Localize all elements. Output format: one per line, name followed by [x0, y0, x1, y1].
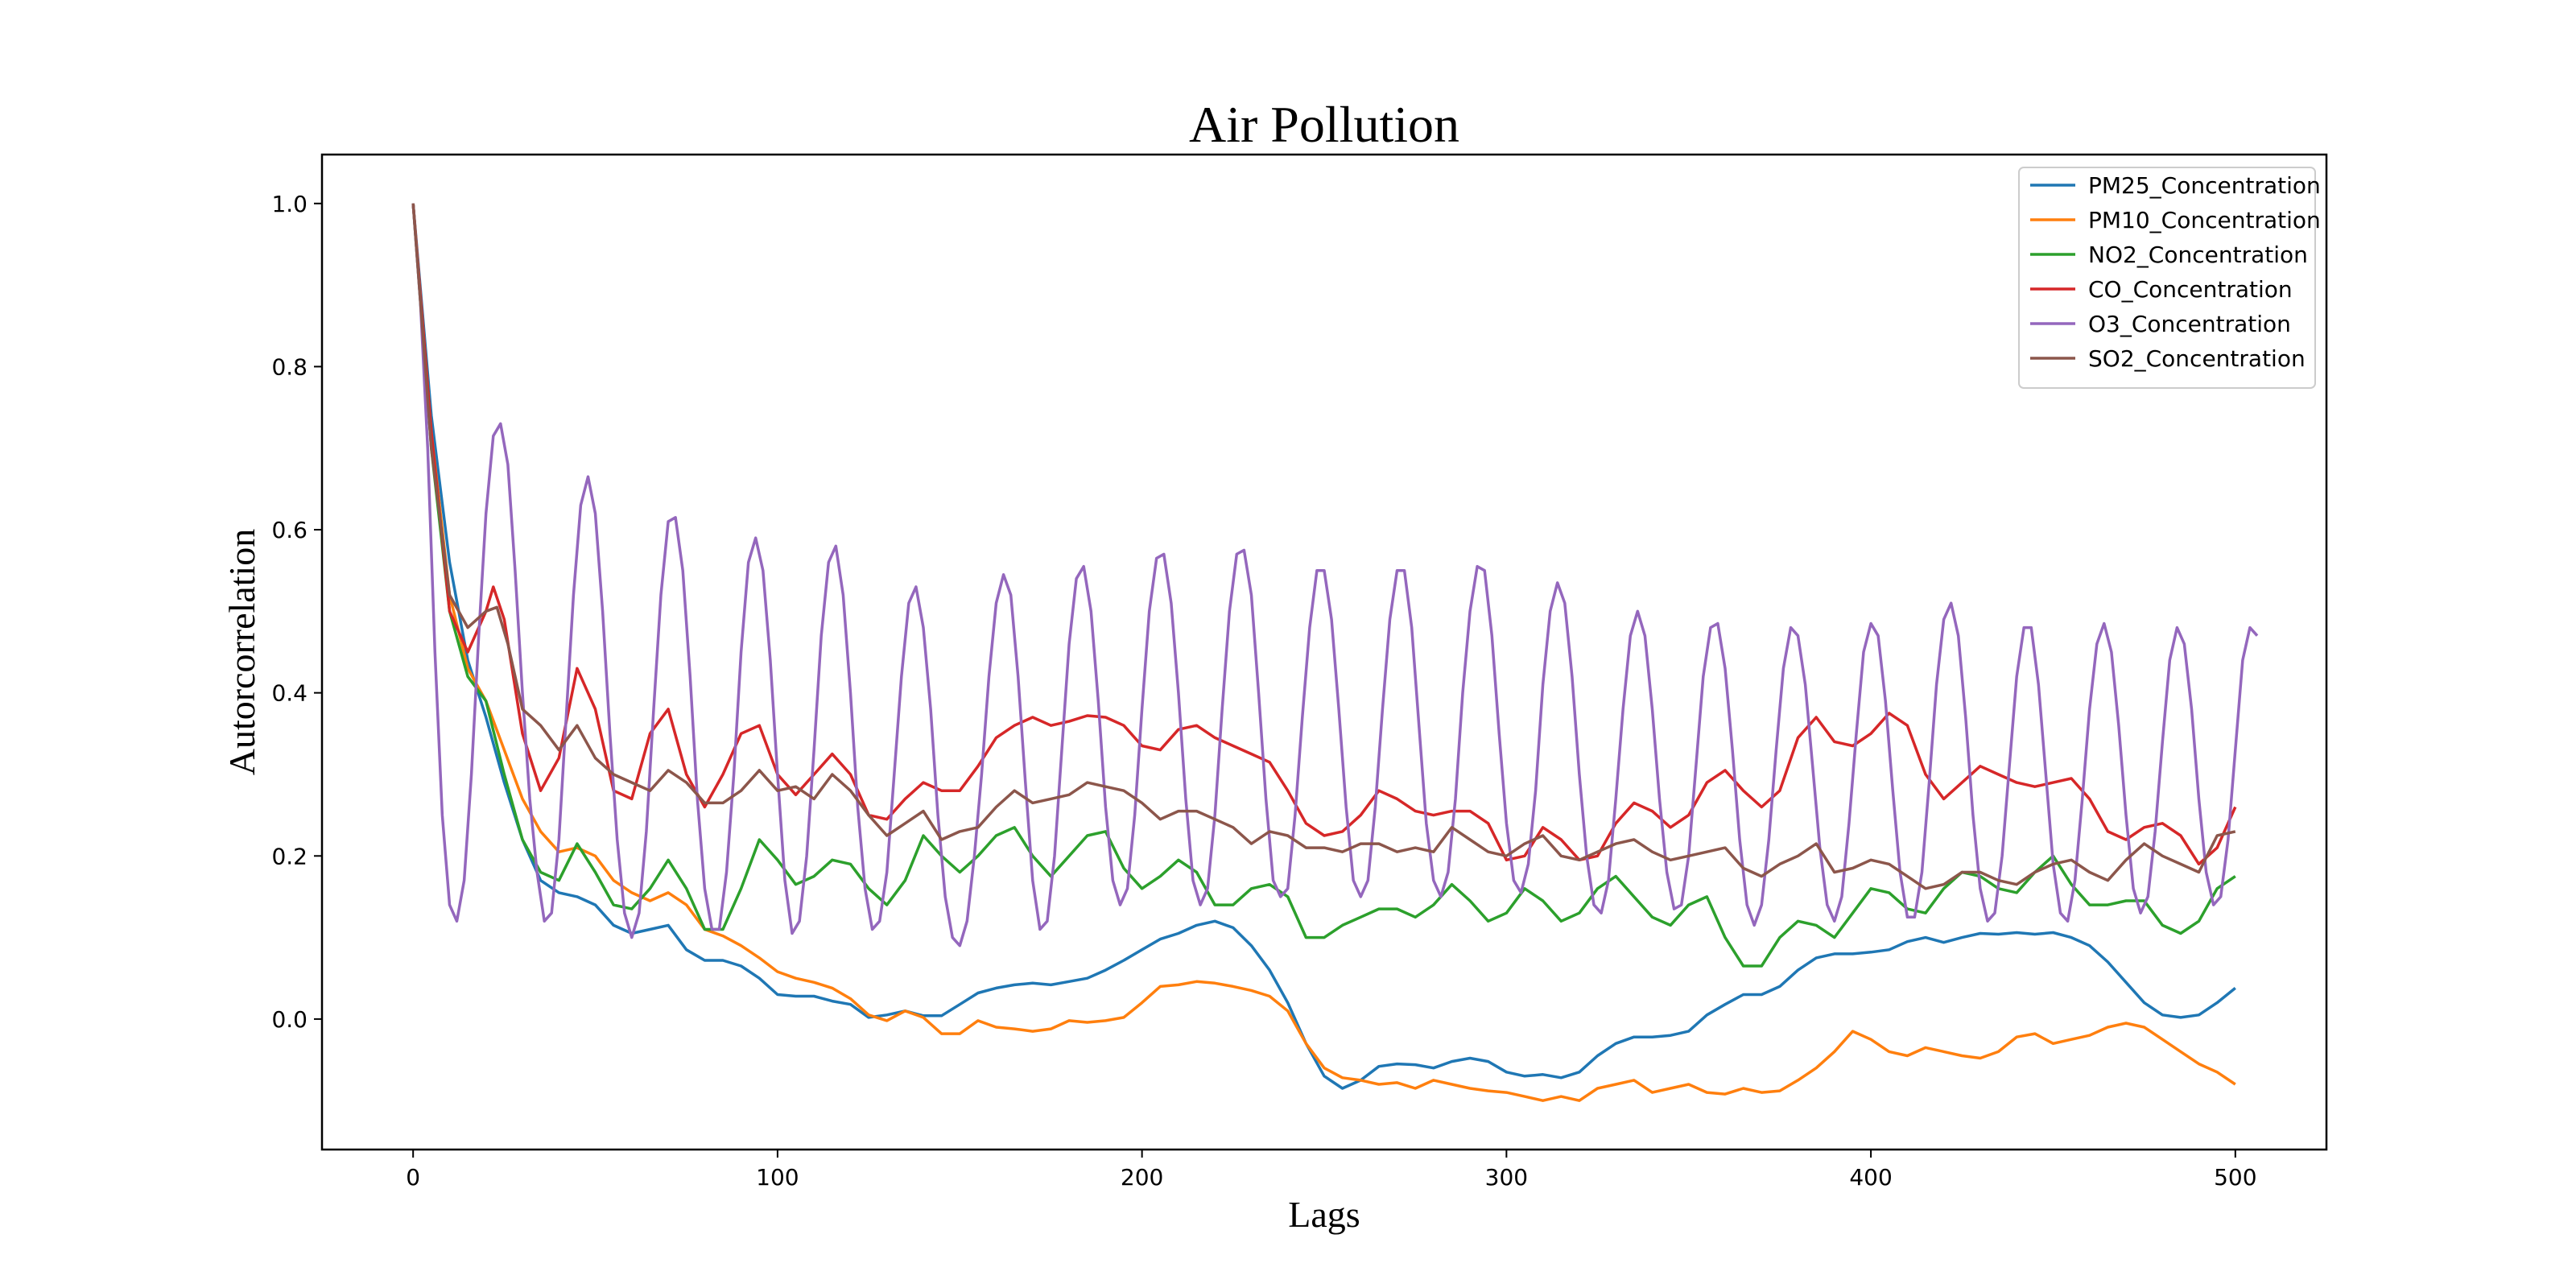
y-axis-label: Autorcorrelation — [221, 529, 262, 776]
series-line-pm10-concentration — [411, 203, 2236, 1102]
series-lines — [411, 203, 2259, 1102]
series-line-pm25-concentration — [411, 203, 2236, 1090]
y-tick-label: 0.4 — [271, 680, 308, 707]
legend-box — [2018, 167, 2316, 389]
y-tick-label: 1.0 — [271, 191, 308, 217]
series-line-o3-concentration — [411, 203, 2259, 947]
y-tick-label: 0.2 — [271, 843, 308, 869]
x-tick-label: 300 — [1485, 1164, 1528, 1191]
x-tick-label: 0 — [406, 1164, 420, 1191]
x-tick-label: 100 — [756, 1164, 799, 1191]
x-tick-label: 200 — [1121, 1164, 1163, 1191]
legend-label: PM10_Concentration — [2088, 207, 2321, 233]
x-tick-label: 500 — [2214, 1164, 2256, 1191]
plot-area-frame — [320, 153, 2328, 1151]
x-axis-ticks: 0 100 200 300 400 500 — [406, 1150, 2257, 1191]
legend-label: O3_Concentration — [2088, 311, 2291, 337]
legend: PM25_Concentration PM10_Concentration NO2_… — [2018, 167, 2321, 389]
y-tick-label: 0.8 — [271, 353, 308, 380]
x-tick-label: 400 — [1849, 1164, 1892, 1191]
legend-label: CO_Concentration — [2088, 276, 2293, 303]
legend-label: SO2_Concentration — [2088, 345, 2306, 372]
series-line-co-concentration — [411, 203, 2237, 866]
legend-label: PM25_Concentration — [2088, 172, 2321, 199]
y-axis-ticks: 0.0 0.2 0.4 0.6 0.8 1.0 — [271, 191, 322, 1033]
y-tick-label: 0.0 — [271, 1006, 308, 1033]
legend-label: NO2_Concentration — [2088, 242, 2308, 268]
x-axis-label: Lags — [1288, 1194, 1360, 1235]
series-line-no2-concentration — [411, 203, 2236, 968]
series-line-so2-concentration — [411, 203, 2236, 890]
chart-title: Air Pollution — [1189, 96, 1459, 153]
y-tick-label: 0.6 — [271, 517, 308, 543]
